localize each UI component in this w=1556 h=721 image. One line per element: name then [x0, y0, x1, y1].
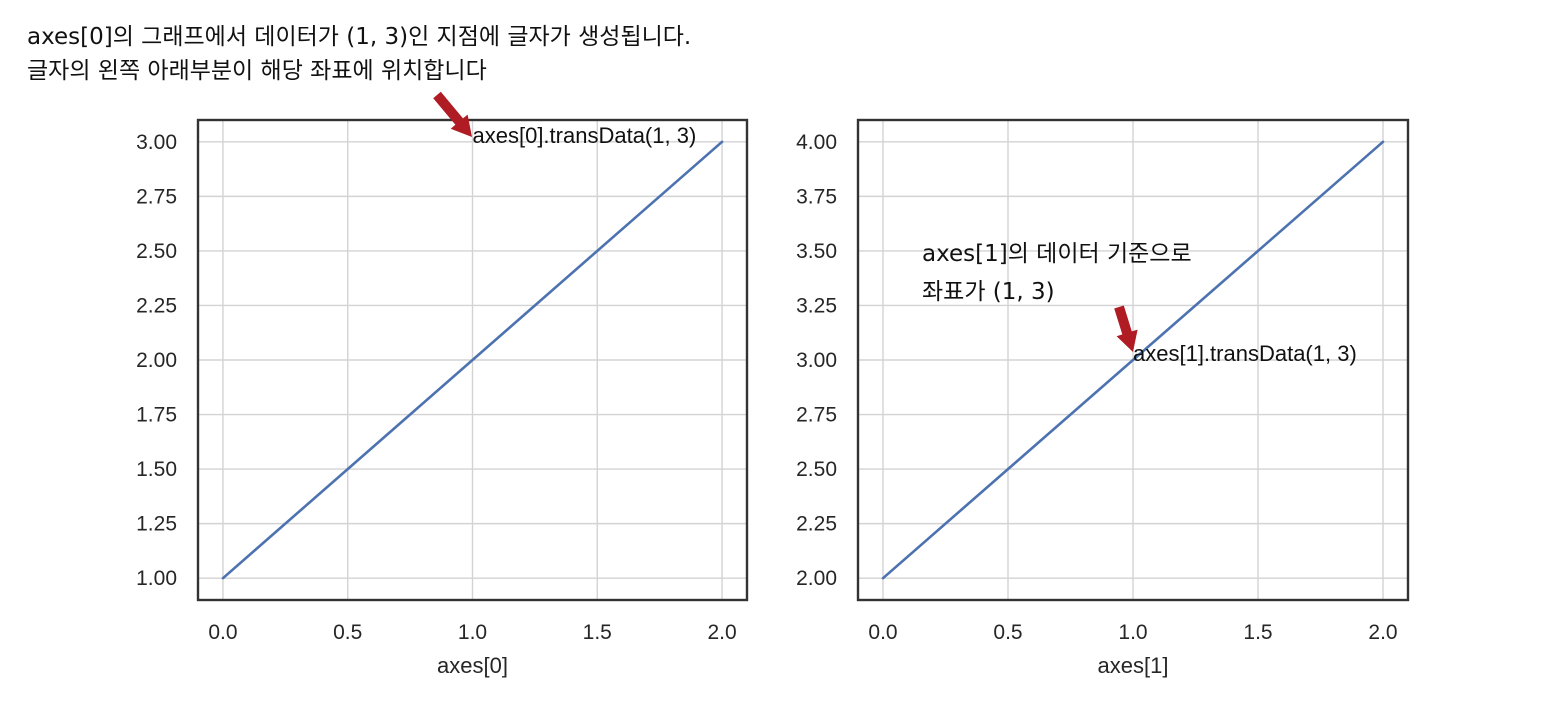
- series-line: [881, 140, 1385, 580]
- annotation-label: axes[0].transData(1, 3): [473, 123, 697, 148]
- y-tick-label: 1.25: [136, 513, 177, 536]
- series-line: [221, 140, 724, 580]
- x-tick-label: 0.0: [868, 621, 897, 644]
- y-tick-label: 3.00: [796, 349, 837, 372]
- x-tick-label: 1.5: [583, 621, 612, 644]
- x-tick-label: 2.0: [707, 621, 736, 644]
- y-tick-label: 2.75: [136, 185, 177, 208]
- callout-top-line1: axes[0]의 그래프에서 데이터가 (1, 3)인 지점에 글자가 생성됩니…: [27, 24, 691, 50]
- x-tick-label: 2.0: [1368, 621, 1397, 644]
- y-tick-label: 3.00: [136, 131, 177, 154]
- callout-right-line2: 좌표가 (1, 3): [922, 279, 1055, 305]
- y-tick-label: 2.25: [796, 513, 837, 536]
- x-tick-label: 1.5: [1243, 621, 1272, 644]
- axes-frame: [856, 118, 1410, 602]
- callout-top-line2: 글자의 왼쪽 아래부분이 해당 좌표에 위치합니다: [27, 58, 487, 84]
- y-tick-label: 2.50: [796, 458, 837, 481]
- y-tick-label: 2.00: [796, 567, 837, 590]
- y-tick-label: 3.75: [796, 185, 837, 208]
- annotation-label: axes[1].transData(1, 3): [1133, 341, 1357, 366]
- x-tick-label: 0.5: [993, 621, 1022, 644]
- y-tick-label: 1.00: [136, 567, 177, 590]
- y-tick-label: 2.25: [136, 294, 177, 317]
- x-tick-label: 0.5: [333, 621, 362, 644]
- y-tick-label: 2.50: [136, 240, 177, 263]
- y-tick-label: 4.00: [796, 131, 837, 154]
- y-tick-label: 1.75: [136, 404, 177, 427]
- x-tick-label: 0.0: [208, 621, 237, 644]
- chart-axes-1: 0.0 0.5 1.0 1.5 2.0 2.00 2.25 2.50 2.75 3.00 3.25 3…: [796, 118, 1410, 678]
- x-tick-label: 1.0: [1118, 621, 1147, 644]
- y-tick-label: 1.50: [136, 458, 177, 481]
- y-tick-label: 2.75: [796, 404, 837, 427]
- callout-arrows: [433, 91, 1138, 352]
- arrow-right-icon: [1114, 305, 1138, 352]
- x-axis-label: axes[0]: [437, 653, 508, 678]
- axes-frame: [196, 118, 749, 602]
- chart-axes-0: 0.0 0.5 1.0 1.5 2.0 1.00 1.25 1.50 1.75 2.00 2.25 2…: [136, 118, 749, 678]
- x-tick-label: 1.0: [458, 621, 487, 644]
- y-tick-label: 2.00: [136, 349, 177, 372]
- y-tick-label: 3.25: [796, 294, 837, 317]
- callout-right-line1: axes[1]의 데이터 기준으로: [922, 241, 1192, 267]
- arrow-left-icon: [433, 91, 472, 137]
- x-axis-label: axes[1]: [1098, 653, 1169, 678]
- y-tick-label: 3.50: [796, 240, 837, 263]
